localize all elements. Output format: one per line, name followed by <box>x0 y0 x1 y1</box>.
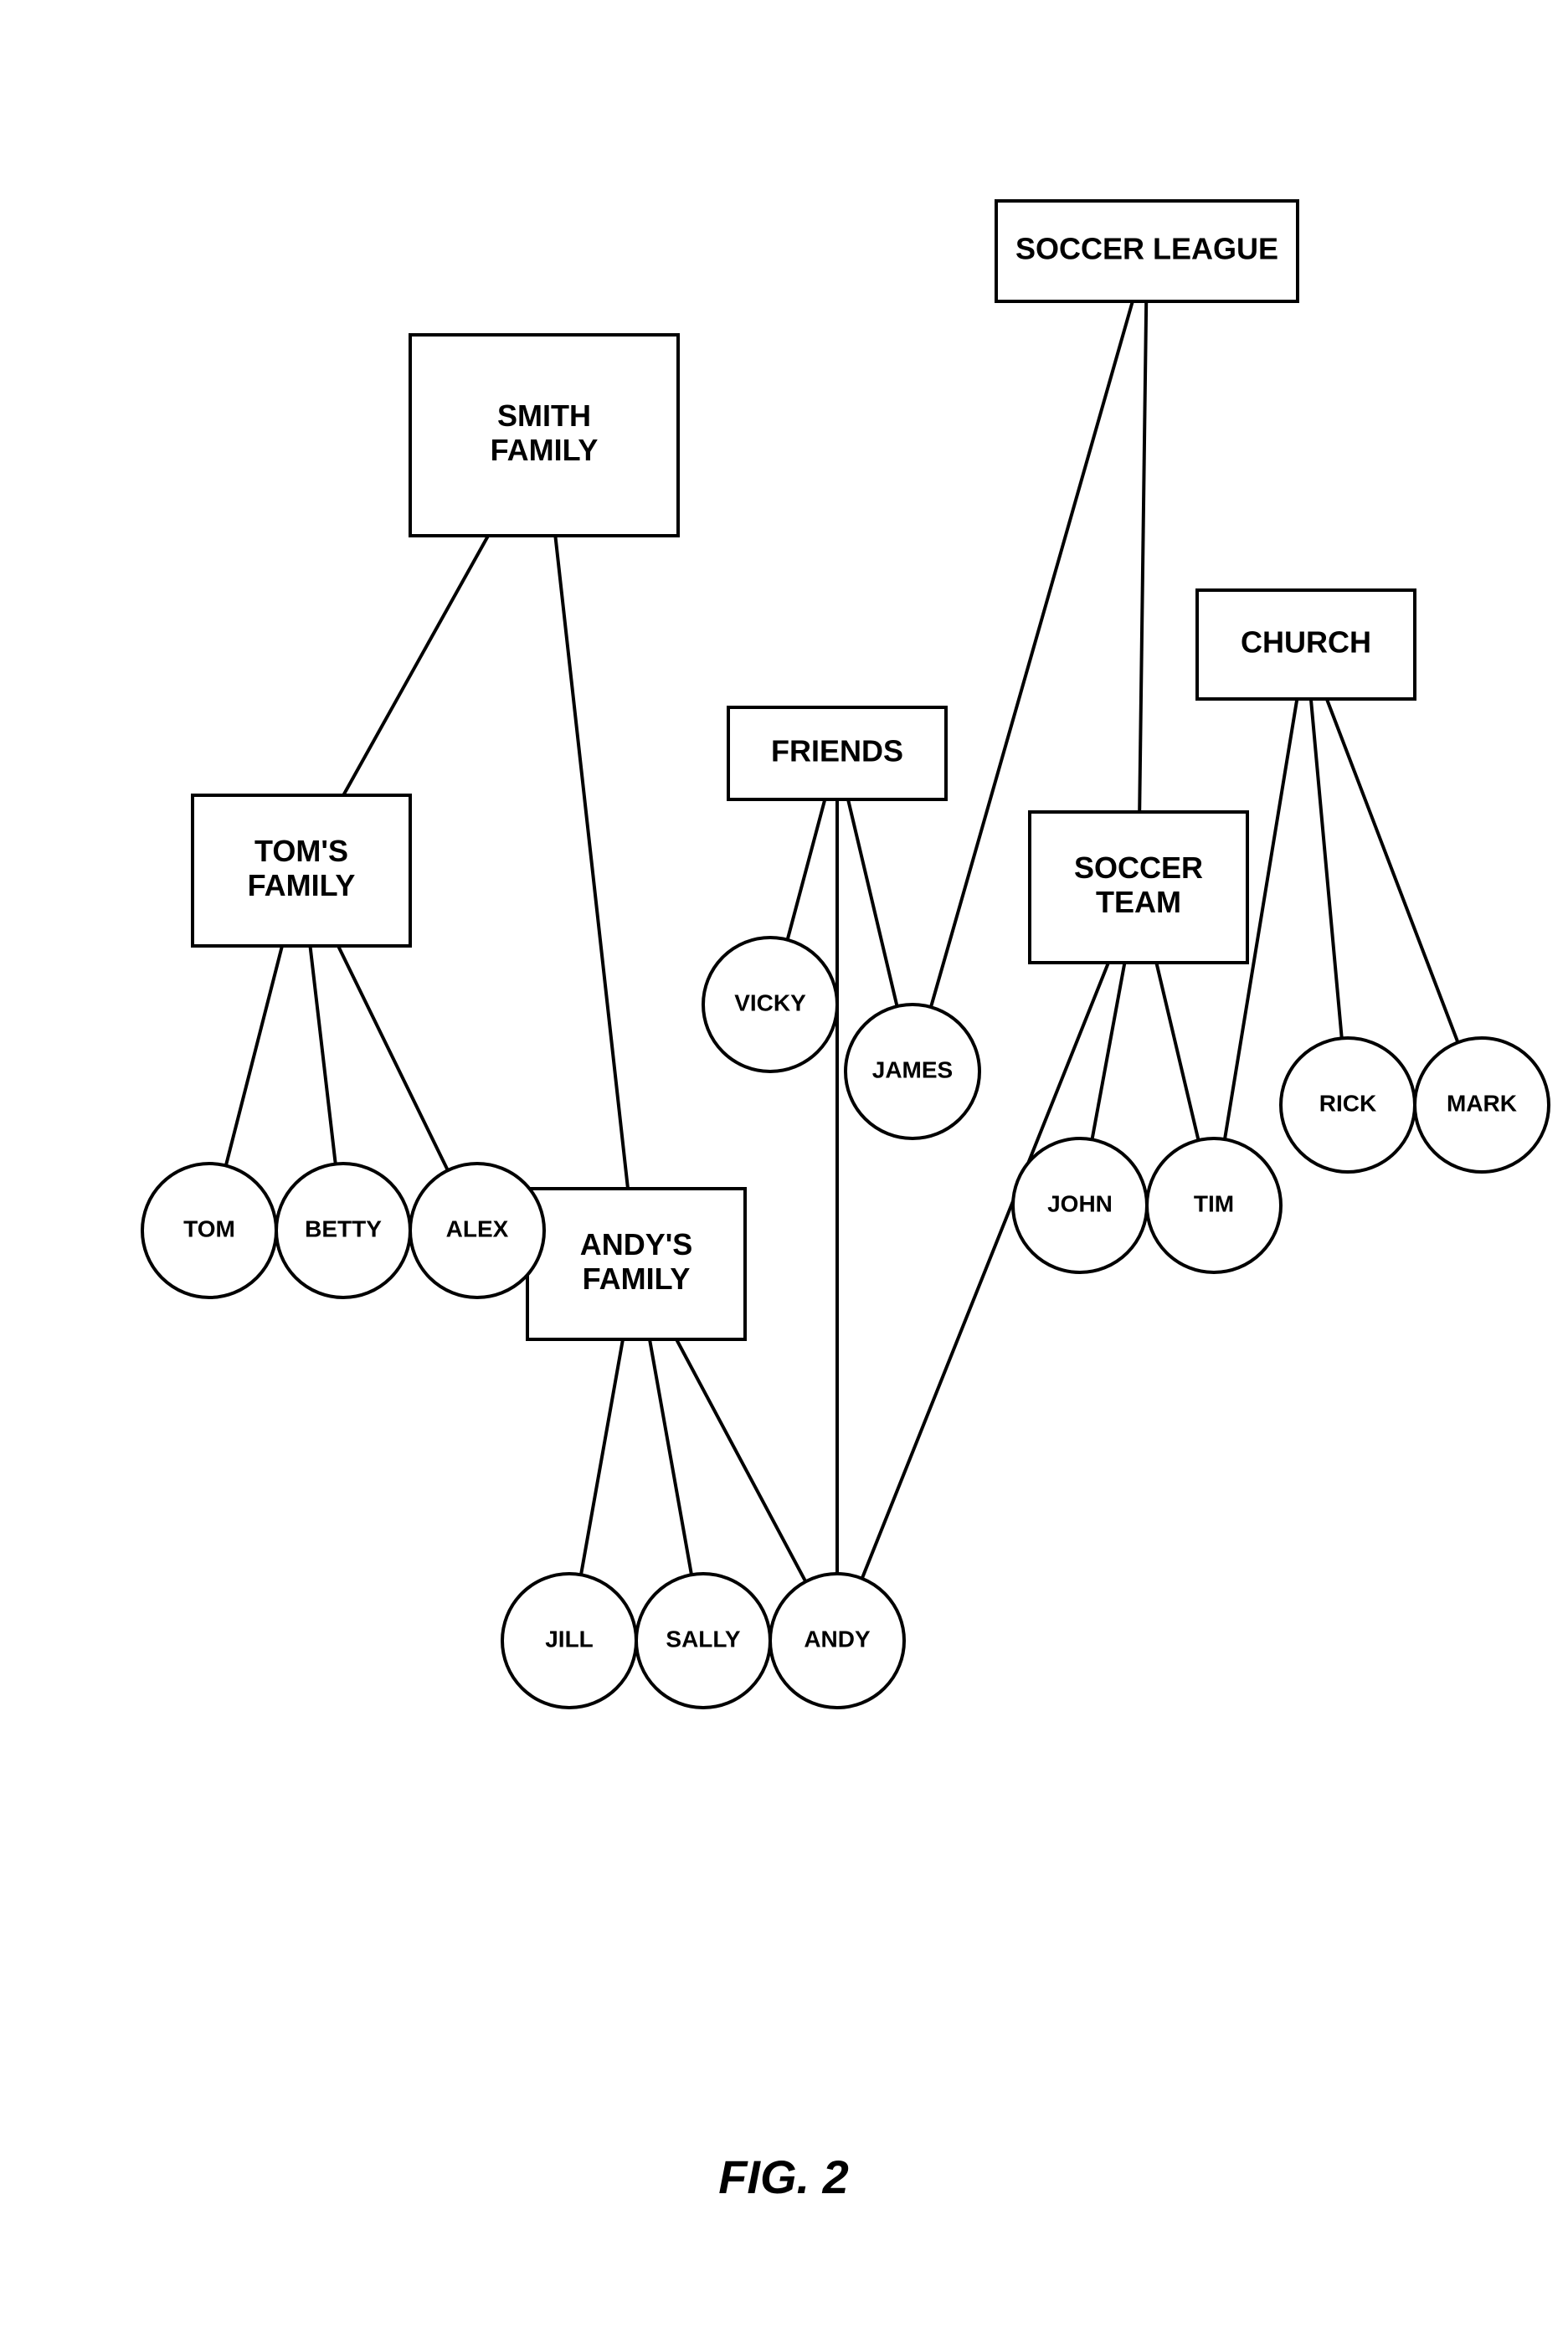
edge-friends-james <box>848 799 897 1006</box>
node-tim: TIM <box>1147 1138 1281 1272</box>
node-mark: MARK <box>1415 1038 1549 1172</box>
node-james: JAMES <box>846 1005 979 1138</box>
node-soccerteam: SOCCERTEAM <box>1030 812 1247 963</box>
node-soccerteam-label-1: TEAM <box>1096 885 1181 919</box>
node-jill-label: JILL <box>545 1626 594 1652</box>
node-friends-label-0: FRIENDS <box>771 734 903 768</box>
node-smith-label-0: SMITH <box>497 398 591 433</box>
node-betty-label: BETTY <box>305 1215 382 1241</box>
node-rick: RICK <box>1281 1038 1415 1172</box>
node-church: CHURCH <box>1197 590 1415 699</box>
edge-tomsfamily-tom <box>226 946 282 1165</box>
node-jill: JILL <box>502 1574 636 1708</box>
node-andy: ANDY <box>770 1574 904 1708</box>
node-alex-label: ALEX <box>446 1215 509 1241</box>
node-mark-label: MARK <box>1447 1090 1517 1116</box>
node-soccerleague: SOCCER LEAGUE <box>996 201 1298 301</box>
figure-caption: FIG. 2 <box>718 2150 849 2203</box>
node-soccerteam-label-0: SOCCER <box>1074 850 1203 885</box>
edge-smith-andysfamily <box>555 536 628 1189</box>
node-andysfamily-label-0: ANDY'S <box>580 1227 693 1261</box>
edge-soccerteam-tim <box>1156 963 1198 1140</box>
edge-andysfamily-jill <box>581 1339 623 1575</box>
node-tomsfamily-label-1: FAMILY <box>248 868 356 902</box>
node-friends: FRIENDS <box>728 707 946 799</box>
node-sally: SALLY <box>636 1574 770 1708</box>
edge-tomsfamily-alex <box>338 946 448 1170</box>
node-tim-label: TIM <box>1194 1190 1234 1216</box>
network-diagram: SMITHFAMILYSOCCER LEAGUEFRIENDSCHURCHTOM… <box>0 0 1568 2338</box>
node-church-label-0: CHURCH <box>1241 625 1371 660</box>
node-john: JOHN <box>1013 1138 1147 1272</box>
edge-church-mark <box>1327 699 1458 1042</box>
edge-smith-tomsfamily <box>343 536 488 795</box>
node-smith: SMITHFAMILY <box>410 335 678 536</box>
node-andy-label: ANDY <box>804 1626 871 1652</box>
node-james-label: JAMES <box>872 1056 953 1082</box>
node-alex: ALEX <box>410 1164 544 1297</box>
node-tom-label: TOM <box>183 1215 235 1241</box>
nodes-layer: SMITHFAMILYSOCCER LEAGUEFRIENDSCHURCHTOM… <box>142 201 1549 1708</box>
node-tomsfamily: TOM'SFAMILY <box>193 795 410 946</box>
edge-soccerleague-soccerteam <box>1139 301 1146 812</box>
edge-tomsfamily-betty <box>310 946 335 1164</box>
node-vicky-label: VICKY <box>734 989 806 1015</box>
node-john-label: JOHN <box>1047 1190 1113 1216</box>
node-sally-label: SALLY <box>666 1626 741 1652</box>
edge-church-rick <box>1311 699 1342 1038</box>
edge-andysfamily-andy <box>676 1339 805 1581</box>
node-andysfamily-label-1: FAMILY <box>583 1261 691 1296</box>
node-tom: TOM <box>142 1164 276 1297</box>
edge-friends-vicky <box>788 799 825 940</box>
node-betty: BETTY <box>276 1164 410 1297</box>
node-rick-label: RICK <box>1319 1090 1376 1116</box>
node-vicky: VICKY <box>703 938 837 1071</box>
node-soccerleague-label-0: SOCCER LEAGUE <box>1015 232 1278 266</box>
node-tomsfamily-label-0: TOM'S <box>254 834 348 868</box>
node-smith-label-1: FAMILY <box>491 433 599 467</box>
node-andysfamily: ANDY'SFAMILY <box>527 1189 745 1339</box>
edge-andysfamily-sally <box>650 1339 691 1575</box>
